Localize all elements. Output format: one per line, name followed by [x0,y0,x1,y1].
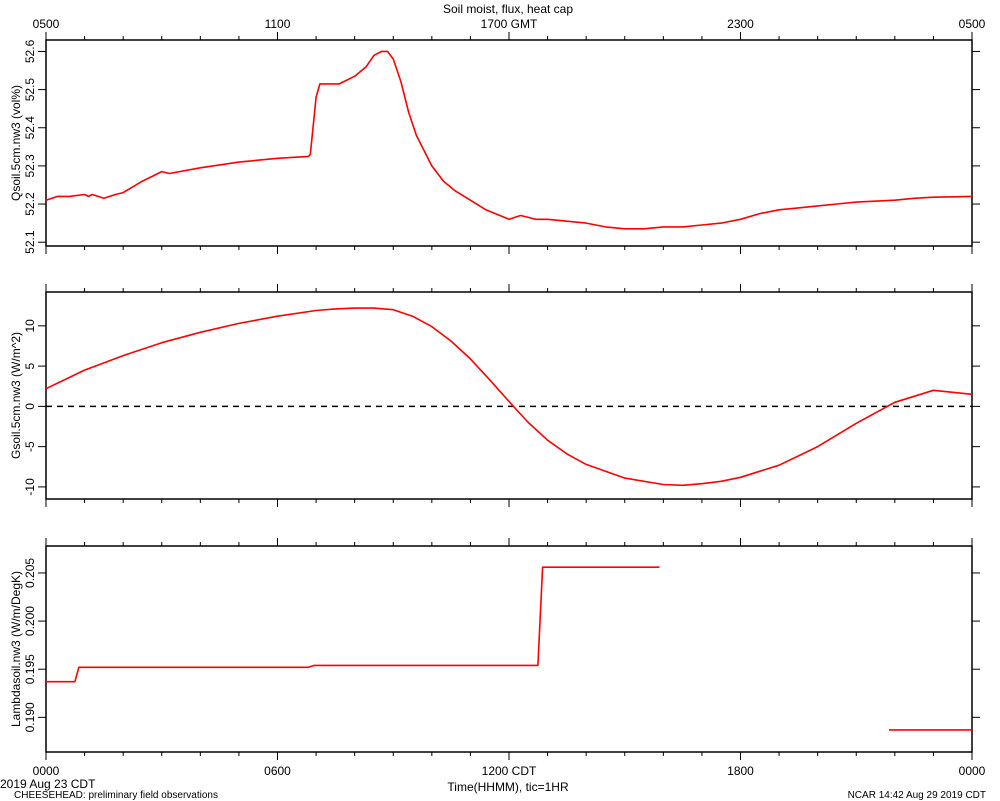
bottom-tick-label: 0000 [959,764,986,778]
bottom-time-axis: 0000 0600 1200 CDT 1800 0000 [33,764,986,778]
y-tick-label: 0.195 [23,654,37,684]
y-axis-label: Lambdasoil.nw3 (W/m/DegK) [9,571,23,727]
y-tick-label: 0 [23,403,37,410]
y-tick-label: 52.2 [23,192,37,216]
y-tick-label: 52.4 [23,116,37,140]
top-time-axis: 0500 1100 1700 GMT 2300 0500 [33,17,986,31]
y-tick-label: 52.1 [23,230,37,254]
top-tick-label: 0500 [33,17,60,31]
bottom-tick-label: 0600 [264,764,291,778]
y-tick-label: 52.5 [23,78,37,102]
project-note: CHEESEHEAD: preliminary field observatio… [14,790,218,801]
y-tick-label: 5 [23,362,37,369]
top-tick-label: 0500 [959,17,986,31]
top-tick-label: 2300 [727,17,754,31]
date-label: 2019 Aug 23 CDT [0,777,96,791]
bottom-tick-label: 0000 [33,764,60,778]
y-tick-label: 10 [23,319,37,333]
top-tick-label: 1700 GMT [481,17,538,31]
y-tick-label: 0.205 [23,558,37,588]
y-tick-label: 52.3 [23,154,37,178]
soil-moisture-panel: 52.1 52.2 52.3 52.4 52.5 52.6 Qsoil.5cm.nw3 (v… [9,32,980,254]
plot-frame [45,291,973,500]
y-tick-label: -10 [23,478,37,496]
plot-frame [45,39,973,247]
y-tick-label: 0.200 [23,606,37,636]
top-tick-label: 1100 [265,17,291,31]
y-axis-label: Gsoil.5cm.nw3 (W/m^2) [9,332,23,459]
bottom-tick-label: 1800 [727,764,754,778]
y-tick-label: 0.190 [23,702,37,732]
x-axis-label: Time(HHMM), tic=1HR [447,780,569,794]
y-axis-label: Qsoil.5cm.nw3 (vol%) [9,85,23,201]
credit-line: NCAR 14:42 Aug 29 2019 CDT [847,790,986,801]
figure-title: Soil moist, flux, heat cap [443,2,573,16]
bottom-tick-label: 1200 CDT [482,764,537,778]
y-tick-label: -5 [23,441,37,452]
y-tick-label: 52.6 [23,39,37,63]
series-line [46,566,660,683]
plot-frame [45,545,973,753]
series-line [45,307,973,487]
series-line [45,50,973,230]
